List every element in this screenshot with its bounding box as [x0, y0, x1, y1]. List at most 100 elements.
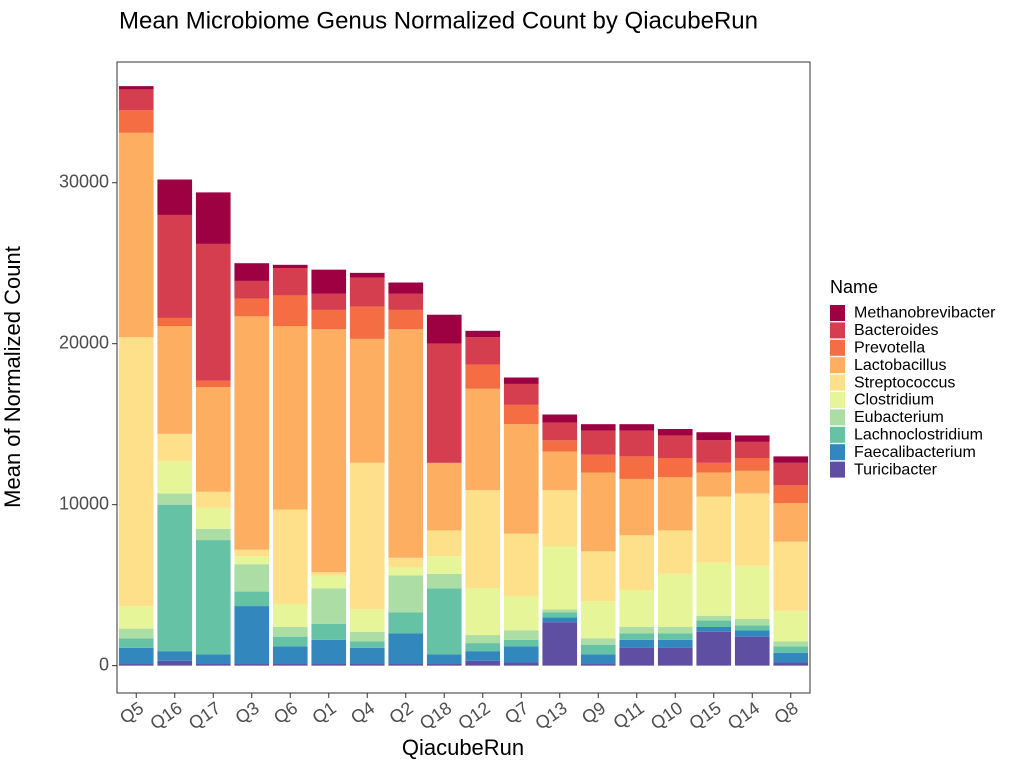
legend-label-clostridium: Clostridium	[854, 392, 934, 409]
plot-panel	[116, 61, 811, 694]
bar-segment-lachnoclostridium-q7	[503, 639, 539, 647]
legend-label-faecalibacterium: Faecalibacterium	[854, 444, 976, 461]
bar-segment-streptococcus-q17	[195, 491, 231, 508]
bar-segment-clostridium-q12	[465, 588, 501, 636]
bar-segment-eubacterium-q13	[542, 609, 578, 613]
bar-segment-faecalibacterium-q6	[272, 646, 308, 665]
x-axis-title: QiacubeRun	[402, 735, 524, 760]
bar-segment-streptococcus-q2	[388, 557, 424, 568]
bar-segment-methanobrevibacter-q1	[311, 269, 347, 294]
bar-segment-clostridium-q8	[773, 610, 809, 642]
bar-segment-faecalibacterium-q4	[349, 647, 385, 665]
bars-layer	[118, 86, 809, 666]
legend-label-methanobrevibacter: Methanobrevibacter	[854, 305, 996, 322]
bar-segment-faecalibacterium-q5	[118, 647, 154, 665]
bar-segment-eubacterium-q11	[619, 627, 655, 634]
bar-segment-bacteroides-q8	[773, 462, 809, 486]
bar-segment-methanobrevibacter-q4	[349, 272, 385, 278]
x-tick-label: Q6	[270, 698, 301, 728]
bar-segment-lachnoclostridium-q16	[157, 504, 193, 652]
bar-segment-clostridium-q3	[234, 556, 270, 565]
bar-segment-streptococcus-q10	[657, 530, 693, 574]
bar-segment-turicibacter-q3	[234, 664, 270, 666]
bar-segment-lachnoclostridium-q2	[388, 612, 424, 634]
x-tick-label: Q18	[416, 698, 455, 734]
bar-segment-bacteroides-q15	[696, 440, 732, 463]
x-axis: Q5 Q16 Q17 Q3 Q6 Q1 Q4 Q2 Q18 Q12 Q7 Q13 Q9 Q11 Q10 Q15…	[116, 693, 802, 734]
bar-segment-turicibacter-q4	[349, 664, 385, 666]
bar-segment-prevotella-q13	[542, 440, 578, 452]
bar-segment-turicibacter-q12	[465, 660, 501, 666]
bar-segment-faecalibacterium-q3	[234, 606, 270, 665]
bar-segment-lachnoclostridium-q3	[234, 591, 270, 607]
bar-segment-bacteroides-q6	[272, 268, 308, 296]
bar-segment-turicibacter-q15	[696, 631, 732, 666]
bar-segment-clostridium-q16	[157, 461, 193, 494]
bar-segment-turicibacter-q14	[734, 636, 770, 666]
bar-segment-lachnoclostridium-q14	[734, 625, 770, 631]
y-tick-label: 20000	[59, 332, 109, 352]
bar-segment-eubacterium-q10	[657, 627, 693, 634]
x-tick-label: Q1	[309, 698, 340, 728]
bar-segment-methanobrevibacter-q14	[734, 435, 770, 442]
x-tick-label: Q14	[724, 698, 763, 734]
bar-segment-bacteroides-q3	[234, 280, 270, 299]
legend-title: Name	[830, 277, 878, 297]
bar-segment-streptococcus-q18	[426, 530, 462, 557]
bar-segment-bacteroides-q4	[349, 277, 385, 307]
x-tick-label: Q8	[771, 698, 802, 728]
bar-segment-prevotella-q8	[773, 485, 809, 504]
bar-segment-lactobacillus-q17	[195, 387, 231, 492]
legend-swatch-lactobacillus	[830, 357, 845, 374]
bar-segment-streptococcus-q11	[619, 535, 655, 590]
bar-segment-eubacterium-q6	[272, 627, 308, 637]
bar-segment-turicibacter-q13	[542, 622, 578, 666]
x-tick-label: Q5	[116, 698, 147, 728]
bar-segment-streptococcus-q4	[349, 462, 385, 610]
x-tick-label: Q3	[232, 698, 263, 728]
bar-segment-faecalibacterium-q7	[503, 646, 539, 663]
bar-segment-lactobacillus-q12	[465, 388, 501, 491]
bar-segment-streptococcus-q7	[503, 533, 539, 597]
bar-segment-prevotella-q11	[619, 456, 655, 479]
y-tick-label: 10000	[59, 493, 109, 513]
bar-segment-prevotella-q2	[388, 309, 424, 330]
bar-segment-clostridium-q11	[619, 589, 655, 627]
bar-segment-lactobacillus-q3	[234, 316, 270, 550]
bar-segment-turicibacter-q7	[503, 662, 539, 666]
bar-segment-bacteroides-q17	[195, 243, 231, 381]
legend-swatch-faecalibacterium	[830, 444, 845, 461]
bar-segment-prevotella-q7	[503, 404, 539, 425]
bar-segment-eubacterium-q3	[234, 564, 270, 592]
legend-swatch-turicibacter	[830, 461, 845, 478]
x-tick-label: Q12	[454, 698, 493, 734]
bar-segment-turicibacter-q16	[157, 660, 193, 666]
legend-swatch-clostridium	[830, 392, 845, 408]
bar-segment-lachnoclostridium-q13	[542, 612, 578, 618]
bar-segment-eubacterium-q2	[388, 575, 424, 613]
bar-segment-bacteroides-q13	[542, 422, 578, 441]
legend-label-eubacterium: Eubacterium	[854, 409, 944, 426]
bar-segment-lachnoclostridium-q18	[426, 588, 462, 655]
bar-segment-methanobrevibacter-q12	[465, 330, 501, 338]
bar-segment-streptococcus-q5	[118, 337, 154, 607]
legend-label-turicibacter: Turicibacter	[854, 461, 938, 478]
bar-segment-clostridium-q4	[349, 609, 385, 632]
bar-segment-prevotella-q12	[465, 364, 501, 389]
bar-segment-eubacterium-q17	[195, 528, 231, 541]
bar-segment-lachnoclostridium-q10	[657, 633, 693, 640]
x-tick-label: Q16	[146, 698, 185, 734]
bar-segment-streptococcus-q15	[696, 496, 732, 563]
bar-segment-prevotella-q17	[195, 380, 231, 388]
bar-segment-methanobrevibacter-q6	[272, 264, 308, 269]
bar-segment-eubacterium-q15	[696, 615, 732, 621]
bar-segment-faecalibacterium-q9	[580, 654, 616, 665]
bar-segment-clostridium-q14	[734, 565, 770, 619]
bar-segment-prevotella-q3	[234, 298, 270, 317]
x-tick-label: Q10	[647, 698, 686, 734]
bar-segment-prevotella-q16	[157, 317, 193, 326]
bar-segment-bacteroides-q18	[426, 343, 462, 463]
bar-segment-clostridium-q1	[311, 575, 347, 589]
y-tick-label: 0	[99, 654, 109, 674]
